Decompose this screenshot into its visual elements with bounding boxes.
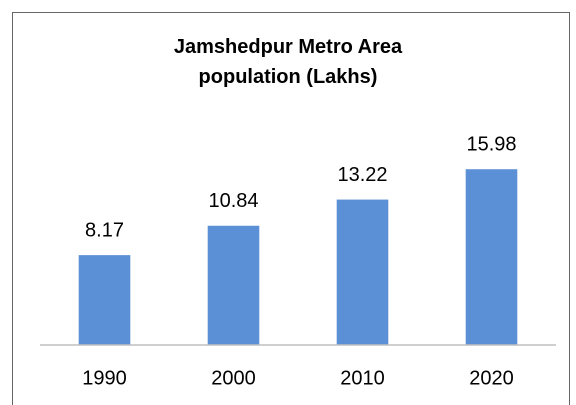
- x-tick-label: 2010: [340, 367, 385, 389]
- bar: [336, 199, 389, 345]
- x-tick-label: 1990: [82, 367, 127, 389]
- bar: [207, 225, 260, 345]
- data-label: 15.98: [466, 134, 516, 156]
- x-tick-label: 2000: [211, 367, 256, 389]
- data-label: 13.22: [337, 164, 387, 186]
- bar: [78, 255, 131, 345]
- bar: [465, 169, 518, 345]
- chart-border: [12, 12, 570, 405]
- chart-title: Jamshedpur Metro Area population (Lakhs): [173, 36, 403, 88]
- data-label: 8.17: [85, 219, 124, 241]
- data-label: 10.84: [208, 190, 258, 212]
- x-tick-label: 2020: [469, 367, 514, 389]
